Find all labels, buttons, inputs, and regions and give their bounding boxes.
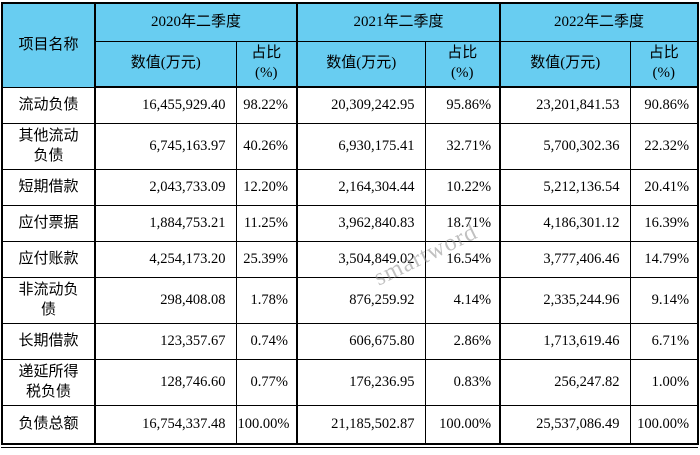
ratio-cell: 32.71% bbox=[424, 122, 502, 170]
table-row-short-term-loans: 短期借款 2,043,733.09 12.20% 2,164,304.44 10… bbox=[1, 168, 699, 206]
ratio-cell: 12.20% bbox=[235, 168, 299, 206]
sub-header-row: 数值(万元) 占比 (%) 数值(万元) 占比 (%) 数值(万元) 占比 (%… bbox=[2, 40, 699, 88]
value-cell: 128,746.60 bbox=[94, 358, 237, 406]
ratio-cell: 0.77% bbox=[235, 358, 299, 406]
value-header-2022: 数值(万元) bbox=[499, 40, 631, 88]
value-cell: 176,236.95 bbox=[296, 358, 426, 406]
value-cell: 3,777,406.46 bbox=[499, 240, 631, 278]
row-label: 非流动负债 bbox=[1, 276, 96, 324]
value-cell: 256,247.82 bbox=[499, 358, 631, 406]
value-cell: 23,201,841.53 bbox=[499, 86, 631, 124]
value-cell: 6,930,175.41 bbox=[296, 122, 426, 170]
period-header-2022: 2022年二季度 bbox=[499, 2, 699, 42]
value-cell: 4,186,301.12 bbox=[499, 204, 631, 242]
value-cell: 2,335,244.96 bbox=[499, 276, 631, 324]
ratio-header-2022: 占比 (%) bbox=[629, 40, 699, 88]
ratio-cell: 1.00% bbox=[629, 358, 699, 406]
value-cell: 123,357.67 bbox=[94, 322, 237, 360]
row-label: 长期借款 bbox=[1, 322, 96, 360]
period-header-2020: 2020年二季度 bbox=[94, 2, 299, 42]
ratio-cell: 100.00% bbox=[235, 404, 299, 445]
ratio-cell: 11.25% bbox=[235, 204, 299, 242]
ratio-cell: 18.71% bbox=[424, 204, 502, 242]
value-cell: 25,537,086.49 bbox=[499, 404, 631, 445]
value-header-2021: 数值(万元) bbox=[296, 40, 426, 88]
table-row-non-current-liabilities: 非流动负债 298,408.08 1.78% 876,259.92 4.14% … bbox=[1, 276, 699, 324]
value-cell: 6,745,163.97 bbox=[94, 122, 237, 170]
value-header-2020: 数值(万元) bbox=[94, 40, 237, 88]
value-cell: 21,185,502.87 bbox=[296, 404, 426, 445]
table-row-other-liquid-liabilities: 其他流动负债 6,745,163.97 40.26% 6,930,175.41 … bbox=[1, 122, 699, 170]
ratio-cell: 6.71% bbox=[629, 322, 699, 360]
ratio-cell: 16.54% bbox=[424, 240, 502, 278]
corner-header-cell: 项目名称 bbox=[1, 2, 96, 88]
ratio-cell: 25.39% bbox=[235, 240, 299, 278]
row-label: 应付账款 bbox=[1, 240, 96, 278]
ratio-cell: 4.14% bbox=[424, 276, 502, 324]
ratio-header-2020: 占比 (%) bbox=[235, 40, 299, 88]
ratio-cell: 0.74% bbox=[235, 322, 299, 360]
table-row-long-term-loans: 长期借款 123,357.67 0.74% 606,675.80 2.86% 1… bbox=[1, 322, 699, 360]
ratio-cell: 22.32% bbox=[629, 122, 699, 170]
value-cell: 5,212,136.54 bbox=[499, 168, 631, 206]
value-cell: 3,504,849.02 bbox=[296, 240, 426, 278]
ratio-cell: 9.14% bbox=[629, 276, 699, 324]
liabilities-table-container: 项目名称 2020年二季度 2021年二季度 2022年二季度 数值(万元) 占… bbox=[1, 2, 700, 448]
ratio-cell: 100.00% bbox=[424, 404, 502, 445]
period-header-2021: 2021年二季度 bbox=[296, 2, 502, 42]
ratio-cell: 0.83% bbox=[424, 358, 502, 406]
period-header-row: 项目名称 2020年二季度 2021年二季度 2022年二季度 bbox=[1, 2, 699, 88]
value-cell: 16,754,337.48 bbox=[94, 404, 237, 445]
value-cell: 16,455,929.40 bbox=[94, 86, 237, 124]
ratio-cell: 98.22% bbox=[235, 86, 299, 124]
liabilities-table: 项目名称 2020年二季度 2021年二季度 2022年二季度 数值(万元) 占… bbox=[1, 2, 700, 445]
ratio-cell: 1.78% bbox=[235, 276, 299, 324]
ratio-cell: 2.86% bbox=[424, 322, 502, 360]
row-label: 负债总额 bbox=[1, 404, 96, 445]
row-label: 短期借款 bbox=[1, 168, 96, 206]
table-row-deferred-tax-liabilities: 递延所得税负债 128,746.60 0.77% 176,236.95 0.83… bbox=[1, 358, 699, 406]
value-cell: 20,309,242.95 bbox=[296, 86, 426, 124]
table-row-liquid-liabilities: 流动负债 16,455,929.40 98.22% 20,309,242.95 … bbox=[1, 86, 699, 124]
value-cell: 2,043,733.09 bbox=[94, 168, 237, 206]
table-row-total-liabilities: 负债总额 16,754,337.48 100.00% 21,185,502.87… bbox=[1, 404, 699, 445]
value-cell: 2,164,304.44 bbox=[296, 168, 426, 206]
ratio-cell: 90.86% bbox=[629, 86, 699, 124]
ratio-cell: 10.22% bbox=[424, 168, 502, 206]
value-cell: 1,713,619.46 bbox=[499, 322, 631, 360]
value-cell: 298,408.08 bbox=[94, 276, 237, 324]
value-cell: 1,884,753.21 bbox=[94, 204, 237, 242]
row-label: 应付票据 bbox=[1, 204, 96, 242]
value-cell: 606,675.80 bbox=[296, 322, 426, 360]
table-row-accounts-payable: 应付账款 4,254,173.20 25.39% 3,504,849.02 16… bbox=[1, 240, 699, 278]
ratio-cell: 14.79% bbox=[629, 240, 699, 278]
row-label: 其他流动负债 bbox=[1, 122, 96, 170]
value-cell: 3,962,840.83 bbox=[296, 204, 426, 242]
row-label: 流动负债 bbox=[1, 86, 96, 124]
value-cell: 876,259.92 bbox=[296, 276, 426, 324]
row-label: 递延所得税负债 bbox=[1, 358, 96, 406]
ratio-header-2021: 占比 (%) bbox=[424, 40, 502, 88]
ratio-cell: 95.86% bbox=[424, 86, 502, 124]
ratio-cell: 40.26% bbox=[235, 122, 299, 170]
ratio-cell: 20.41% bbox=[629, 168, 699, 206]
ratio-cell: 16.39% bbox=[629, 204, 699, 242]
ratio-cell: 100.00% bbox=[629, 404, 699, 445]
value-cell: 5,700,302.36 bbox=[499, 122, 631, 170]
value-cell: 4,254,173.20 bbox=[94, 240, 237, 278]
table-row-notes-payable: 应付票据 1,884,753.21 11.25% 3,962,840.83 18… bbox=[1, 204, 699, 242]
